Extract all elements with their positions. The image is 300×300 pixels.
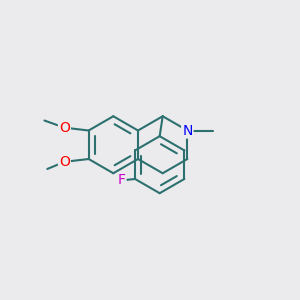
Text: F: F	[118, 173, 125, 188]
Text: O: O	[59, 121, 70, 135]
Text: N: N	[182, 124, 193, 137]
Text: O: O	[59, 155, 70, 169]
